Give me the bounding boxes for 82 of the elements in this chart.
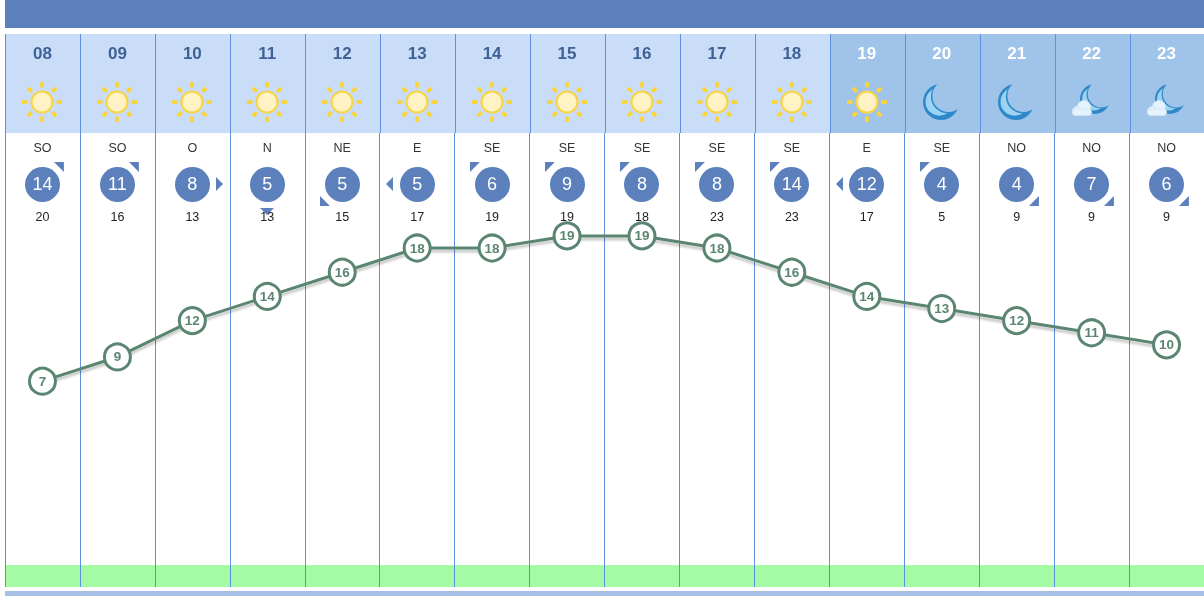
annotation: SE [633, 140, 651, 155]
annotation: SE [558, 140, 576, 155]
annotation: 20 [35, 209, 50, 224]
data-label: 19 [559, 228, 575, 244]
x-tick-label: 23 [1157, 43, 1176, 63]
annotation: 6 [487, 174, 498, 194]
annotation: 11 [108, 174, 127, 194]
annotation: 5 [938, 209, 946, 224]
data-label: 9 [113, 349, 122, 365]
annotation: SE [783, 140, 801, 155]
data-label: 14 [259, 288, 276, 304]
annotation: 17 [859, 209, 874, 224]
x-tick-label: 22 [1082, 43, 1102, 63]
x-tick-label: 14 [482, 43, 503, 63]
data-label: 18 [409, 240, 426, 256]
annotation: SE [933, 140, 951, 155]
annotation: 23 [784, 209, 799, 224]
annotation: E [412, 140, 422, 155]
data-label: 12 [184, 313, 200, 329]
x-tick-label: 10 [182, 43, 202, 63]
data-label: 13 [934, 301, 950, 317]
data-label: 19 [634, 228, 650, 244]
annotation: 9 [562, 174, 573, 194]
x-tick-label: 17 [707, 43, 727, 63]
x-tick-label: 08 [33, 43, 52, 63]
annotation: 5 [262, 174, 273, 194]
annotation: 23 [709, 209, 724, 224]
annotation: SO [108, 140, 127, 155]
data-label: 10 [1159, 337, 1175, 353]
annotation: 8 [636, 174, 647, 194]
data-label: 7 [38, 373, 47, 389]
annotation: 19 [485, 209, 500, 224]
annotation: 16 [110, 209, 125, 224]
annotation: 9 [1163, 209, 1171, 224]
data-label: 18 [484, 240, 501, 256]
data-label: 14 [859, 288, 875, 304]
data-label: 11 [1084, 325, 1100, 341]
x-tick-label: 13 [407, 43, 427, 63]
annotation: NO [1157, 140, 1176, 155]
annotation: 14 [781, 174, 802, 194]
annotation: 13 [185, 209, 200, 224]
x-tick-label: 15 [557, 43, 577, 63]
annotation: 4 [936, 174, 947, 194]
annotation: 9 [1088, 209, 1096, 224]
annotation: 17 [410, 209, 425, 224]
annotation: 5 [412, 174, 423, 194]
point [102, 342, 132, 372]
annotation: O [187, 140, 198, 155]
annotation: 18 [635, 209, 649, 224]
x-tick-label: 11 [258, 43, 277, 63]
annotation: E [862, 140, 871, 155]
annotation: NE [333, 140, 351, 155]
annotation: SO [33, 140, 52, 155]
annotation: 7 [1086, 174, 1097, 194]
annotation: 13 [260, 209, 275, 224]
annotation: 8 [711, 174, 722, 194]
data-label: 16 [784, 264, 800, 280]
x-tick-label: 09 [107, 43, 127, 63]
annotation: SE [483, 140, 501, 155]
data-label: 16 [334, 264, 351, 280]
annotation: 14 [32, 174, 53, 194]
point [28, 366, 57, 396]
annotation: 6 [1161, 174, 1172, 194]
annotation: SE [708, 140, 726, 155]
annotation: 8 [187, 174, 198, 194]
x-tick-label: 19 [857, 43, 877, 63]
x-tick-label: 21 [1007, 43, 1027, 63]
annotation: 19 [560, 209, 574, 224]
annotation: 12 [856, 174, 877, 194]
annotation: N [262, 140, 272, 155]
annotation: 5 [337, 174, 348, 194]
data-label: 18 [709, 240, 725, 256]
annotation: 4 [1011, 174, 1022, 194]
annotation: NO [1007, 140, 1027, 155]
annotation: 9 [1013, 209, 1021, 224]
data-label: 12 [1009, 313, 1025, 329]
annotation: NO [1082, 140, 1101, 155]
x-tick-label: 16 [632, 43, 652, 63]
x-tick-label: 20 [932, 43, 952, 63]
annotation: 15 [335, 209, 350, 224]
x-tick-label: 18 [782, 43, 802, 63]
x-tick-label: 12 [332, 43, 352, 63]
